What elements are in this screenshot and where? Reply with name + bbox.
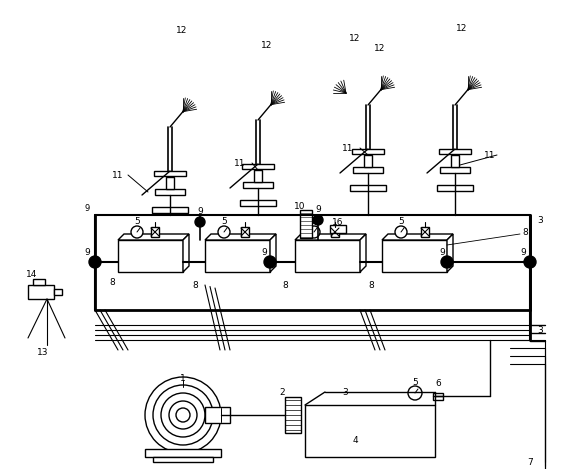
Text: 6: 6	[435, 378, 441, 387]
Bar	[353, 167, 383, 173]
Bar	[33, 279, 45, 285]
Bar	[151, 227, 159, 237]
Text: 5: 5	[311, 217, 317, 226]
Text: 8: 8	[192, 280, 198, 289]
Bar	[295, 240, 360, 272]
Circle shape	[441, 256, 453, 268]
Text: 13: 13	[37, 348, 49, 356]
Text: 2: 2	[279, 387, 285, 396]
Bar	[145, 449, 221, 457]
Circle shape	[264, 256, 276, 268]
Circle shape	[145, 377, 221, 453]
Bar	[241, 227, 249, 237]
Circle shape	[176, 408, 190, 422]
Circle shape	[313, 215, 323, 225]
Bar	[305, 405, 435, 457]
Bar	[54, 289, 62, 295]
Text: 3: 3	[537, 325, 543, 334]
Polygon shape	[205, 234, 276, 240]
Text: 12: 12	[262, 40, 272, 50]
Text: 5: 5	[221, 217, 227, 226]
Text: 5: 5	[398, 217, 404, 226]
Bar	[152, 207, 188, 213]
Text: 7: 7	[527, 457, 533, 467]
Bar	[350, 185, 386, 191]
Bar	[154, 171, 186, 176]
Bar	[382, 240, 447, 272]
Bar	[364, 155, 372, 167]
Text: 8: 8	[522, 227, 528, 236]
Text: 8: 8	[282, 280, 288, 289]
Bar	[331, 227, 339, 237]
Text: 12: 12	[456, 23, 468, 32]
Circle shape	[195, 217, 205, 227]
Text: 4: 4	[352, 436, 358, 445]
Circle shape	[218, 226, 230, 238]
Text: 9: 9	[261, 248, 267, 257]
Bar	[166, 177, 174, 189]
Text: 14: 14	[26, 270, 37, 279]
Bar	[285, 397, 301, 433]
Text: 1: 1	[180, 373, 186, 383]
Bar	[437, 185, 473, 191]
Text: 10: 10	[294, 202, 306, 211]
Bar	[330, 225, 346, 233]
Polygon shape	[295, 234, 366, 240]
Text: 5: 5	[134, 217, 140, 226]
Polygon shape	[360, 234, 366, 272]
Polygon shape	[382, 234, 453, 240]
Text: 9: 9	[84, 248, 90, 257]
Text: 9: 9	[520, 248, 526, 257]
Bar	[28, 285, 54, 299]
Polygon shape	[183, 234, 189, 272]
Text: 16: 16	[332, 218, 344, 227]
Text: 8: 8	[109, 278, 115, 287]
Text: 11: 11	[112, 171, 124, 180]
Text: 8: 8	[368, 280, 374, 289]
Bar	[153, 457, 213, 462]
Text: 11: 11	[342, 144, 354, 152]
Circle shape	[161, 393, 205, 437]
Circle shape	[169, 401, 197, 429]
Text: 9: 9	[197, 206, 203, 215]
Bar	[300, 210, 312, 238]
Bar	[352, 149, 384, 154]
Circle shape	[131, 226, 143, 238]
Bar	[243, 182, 273, 188]
Circle shape	[395, 226, 407, 238]
Text: 9: 9	[84, 204, 90, 212]
Bar	[118, 240, 183, 272]
Bar	[421, 227, 429, 237]
Bar	[439, 149, 471, 154]
Bar	[440, 167, 470, 173]
Text: 9: 9	[315, 204, 321, 213]
Circle shape	[408, 386, 422, 400]
Bar	[205, 407, 230, 423]
Circle shape	[89, 256, 101, 268]
Text: 3: 3	[537, 215, 543, 225]
Text: 3: 3	[342, 387, 348, 396]
Bar	[155, 189, 185, 195]
Circle shape	[524, 256, 536, 268]
Polygon shape	[270, 234, 276, 272]
Bar	[451, 155, 459, 167]
Polygon shape	[118, 234, 189, 240]
Text: 12: 12	[374, 44, 386, 53]
Text: 11: 11	[484, 151, 496, 159]
Bar	[205, 240, 270, 272]
Bar	[254, 170, 262, 182]
Bar	[242, 164, 274, 169]
Text: 12: 12	[176, 25, 188, 35]
Bar	[433, 393, 443, 400]
Text: 9: 9	[439, 248, 445, 257]
Text: 12: 12	[349, 33, 361, 43]
Polygon shape	[447, 234, 453, 272]
Bar	[240, 200, 276, 206]
Circle shape	[308, 226, 320, 238]
Text: 5: 5	[412, 378, 418, 386]
Circle shape	[153, 385, 213, 445]
Text: 11: 11	[234, 159, 246, 167]
